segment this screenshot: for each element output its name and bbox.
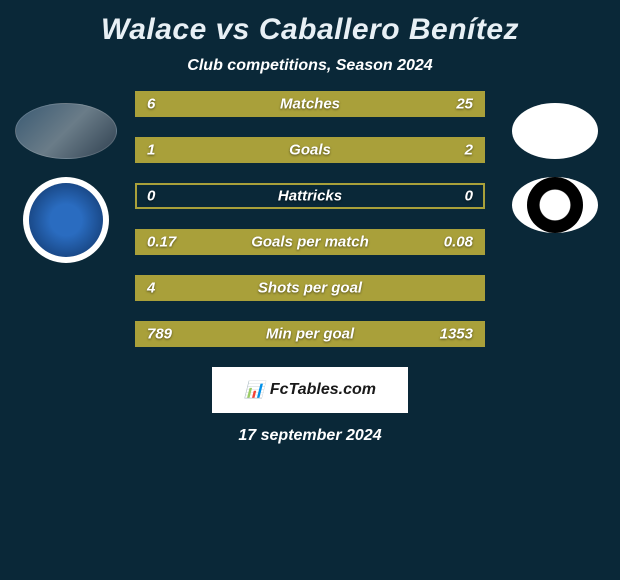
chart-icon: 📊	[244, 380, 264, 400]
stat-bar: 4 Shots per goal	[135, 275, 485, 301]
stat-value-left: 4	[147, 280, 155, 297]
stat-value-right: 2	[465, 142, 473, 159]
libertad-crest-icon	[527, 177, 583, 233]
stat-value-right: 0.08	[444, 234, 473, 251]
left-player-column	[8, 91, 123, 263]
stat-bar: 0.17 0.08 Goals per match	[135, 229, 485, 255]
bar-fill-right	[251, 139, 483, 161]
stat-value-left: 789	[147, 326, 172, 343]
stat-label: Goals per match	[251, 234, 369, 251]
stat-label: Shots per goal	[258, 280, 362, 297]
stat-bar: 6 25 Matches	[135, 91, 485, 117]
site-badge-text: FcTables.com	[270, 381, 376, 399]
stat-bar: 0 0 Hattricks	[135, 183, 485, 209]
stat-bar: 789 1353 Min per goal	[135, 321, 485, 347]
stat-label: Min per goal	[266, 326, 354, 343]
stat-value-left: 6	[147, 96, 155, 113]
stat-label: Hattricks	[278, 188, 342, 205]
stat-bar: 1 2 Goals	[135, 137, 485, 163]
stat-value-left: 1	[147, 142, 155, 159]
stat-value-right: 25	[456, 96, 473, 113]
comparison-row: 6 25 Matches 1 2 Goals 0 0 Hattricks 0.17 0.08 Goal…	[0, 91, 620, 347]
stat-label: Matches	[280, 96, 340, 113]
player-avatar-right	[512, 103, 598, 159]
stat-value-left: 0	[147, 188, 155, 205]
stat-value-right: 1353	[440, 326, 473, 343]
subtitle: Club competitions, Season 2024	[0, 57, 620, 75]
site-badge[interactable]: 📊 FcTables.com	[212, 367, 408, 413]
stat-label: Goals	[289, 142, 331, 159]
stat-value-right: 0	[465, 188, 473, 205]
date-text: 17 september 2024	[0, 427, 620, 445]
player-avatar-left	[15, 103, 117, 159]
cruzeiro-crest-icon	[29, 183, 103, 257]
club-crest-right	[512, 177, 598, 233]
bar-fill-right	[203, 93, 483, 115]
right-player-column	[497, 91, 612, 233]
stat-value-left: 0.17	[147, 234, 176, 251]
page-title: Walace vs Caballero Benítez	[0, 13, 620, 47]
club-crest-left	[23, 177, 109, 263]
stats-bars: 6 25 Matches 1 2 Goals 0 0 Hattricks 0.17 0.08 Goal…	[135, 91, 485, 347]
